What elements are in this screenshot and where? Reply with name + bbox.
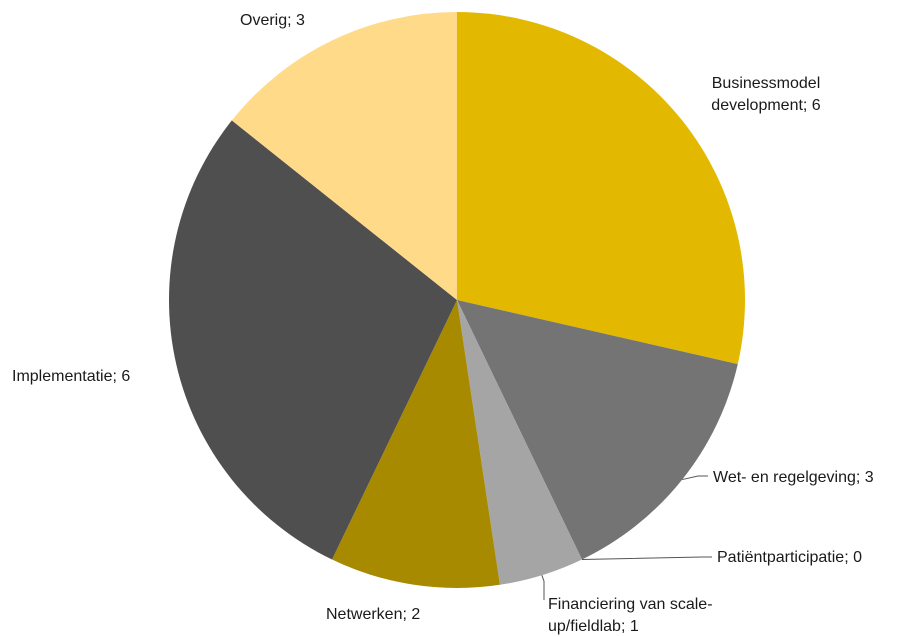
pie-slice-financiering-van-scale-up-fieldlab — [457, 300, 582, 585]
pie-slice-businessmodel-development — [457, 12, 745, 365]
data-label-line: Netwerken; 2 — [326, 606, 420, 623]
data-label-line: up/fieldlab; 1 — [548, 618, 639, 635]
data-label-wet-en-regelgeving: Wet- en regelgeving; 3 — [713, 469, 874, 486]
data-label-businessmodel-development: Businessmodel development; 6 — [711, 75, 821, 114]
pie-slice-implementatie — [168, 120, 457, 560]
leader-line-pati-ntparticipatie — [581, 556, 712, 560]
data-label-implementatie: Implementatie; 6 — [12, 368, 130, 385]
data-label-line: Overig; 3 — [240, 12, 305, 29]
data-label-line: Implementatie; 6 — [12, 368, 130, 385]
data-label-line: development; 6 — [711, 97, 821, 114]
data-label-pati-ntparticipatie: Patiëntparticipatie; 0 — [717, 549, 862, 566]
pie-slice-wet-en-regelgeving — [457, 300, 738, 560]
data-label-line: Patiëntparticipatie; 0 — [717, 549, 862, 566]
data-label-line: Wet- en regelgeving; 3 — [713, 469, 874, 486]
pie-slices — [168, 12, 745, 589]
data-label-overig: Overig; 3 — [240, 12, 305, 29]
leader-line-wet-en-regelgeving — [682, 475, 708, 481]
data-label-line: Businessmodel — [712, 75, 821, 92]
slice-labels: Businessmodel development; 6 Wet- en regel… — [12, 12, 874, 635]
data-label-financiering-van-scale-up-fieldlab: Financiering van scale-up/fieldlab; 1 — [548, 596, 713, 635]
data-label-netwerken: Netwerken; 2 — [326, 606, 420, 623]
leader-lines — [541, 475, 712, 600]
data-label-line: Financiering van scale- — [548, 596, 713, 613]
pie-slice-overig — [231, 12, 457, 300]
pie-slice-netwerken — [332, 300, 500, 589]
leader-line-financiering-van-scale-up-fieldlab — [541, 575, 545, 600]
